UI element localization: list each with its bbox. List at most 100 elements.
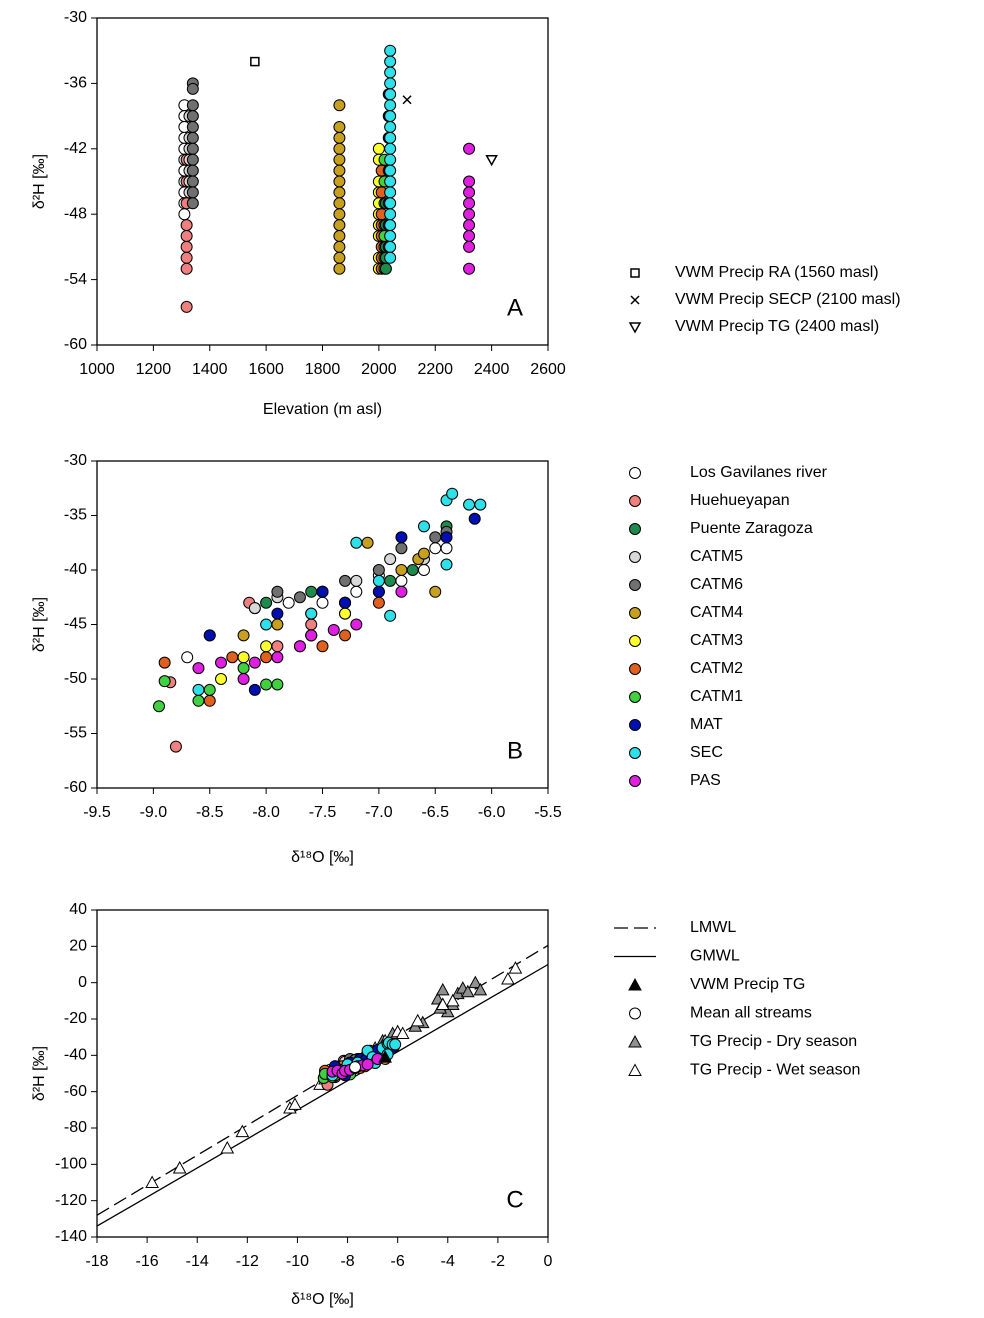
point <box>339 607 352 620</box>
point <box>293 640 306 653</box>
point <box>180 240 193 253</box>
x-axis-label: δ¹⁸O [‰] <box>291 849 354 866</box>
water-line <box>96 963 549 1227</box>
x-tick-label: 1600 <box>248 361 284 378</box>
y-tick-label: -45 <box>64 616 87 633</box>
point <box>333 186 346 199</box>
point <box>192 694 205 707</box>
point <box>384 197 397 210</box>
y-tick-label: 20 <box>69 938 87 955</box>
point <box>250 56 260 67</box>
point <box>463 230 476 242</box>
point <box>203 694 216 707</box>
y-tick-label: -20 <box>64 1010 87 1027</box>
point <box>158 656 171 669</box>
x-tick-label: -9.5 <box>83 804 111 821</box>
x-tick-label: -6 <box>391 1253 405 1270</box>
point <box>463 175 476 188</box>
legend-marker <box>630 268 640 278</box>
legend-label: VWM Precip TG <box>690 976 805 993</box>
legend-marker <box>628 1034 642 1048</box>
point <box>192 662 205 675</box>
y-tick-label: -50 <box>64 670 87 687</box>
point <box>186 99 199 112</box>
x-tick-label: -7.5 <box>309 804 337 821</box>
point <box>389 1038 402 1051</box>
y-tick-label: -36 <box>64 75 87 92</box>
point <box>446 487 459 500</box>
point <box>186 110 199 123</box>
x-axis-label: δ¹⁸O [‰] <box>291 1291 354 1308</box>
legend-marker <box>629 579 641 591</box>
point <box>429 585 442 598</box>
point <box>271 651 284 664</box>
point <box>180 300 193 313</box>
point <box>260 618 273 631</box>
point <box>440 531 453 544</box>
point <box>333 262 346 275</box>
legend-label: VWM Precip SECP (2100 masl) <box>675 291 901 308</box>
x-tick-label: -6.5 <box>421 804 449 821</box>
point <box>384 186 397 199</box>
y-axis-label: δ²H [‰] <box>31 154 48 209</box>
point <box>463 498 476 511</box>
point <box>395 1026 410 1040</box>
point <box>333 153 346 166</box>
x-tick-label: -8.5 <box>196 804 224 821</box>
point <box>384 175 397 188</box>
point <box>473 982 488 996</box>
point <box>508 961 523 974</box>
point <box>463 262 476 275</box>
point <box>305 629 318 642</box>
point <box>316 640 329 653</box>
legend-label: CATM6 <box>690 576 743 593</box>
point <box>293 591 306 604</box>
x-tick-label: 1000 <box>79 361 115 378</box>
legend-label: TG Precip - Dry season <box>690 1033 857 1050</box>
panel-label: A <box>507 294 523 321</box>
point <box>248 656 261 669</box>
point <box>384 88 397 101</box>
x-tick-label: -9.0 <box>140 804 168 821</box>
legend-marker <box>628 1063 642 1076</box>
point <box>384 553 397 566</box>
x-tick-label: 2600 <box>530 361 566 378</box>
x-tick-label: 2000 <box>361 361 397 378</box>
legend-label: GMWL <box>690 948 740 965</box>
point <box>260 678 273 691</box>
point <box>384 609 397 622</box>
point <box>384 240 397 253</box>
point <box>333 240 346 253</box>
x-tick-label: -16 <box>136 1253 159 1270</box>
point <box>417 520 430 533</box>
point <box>350 574 363 587</box>
x-axis-label: Elevation (m asl) <box>263 401 382 418</box>
point <box>237 629 250 642</box>
point <box>186 131 199 144</box>
point <box>410 1013 425 1027</box>
point <box>181 651 194 664</box>
point <box>237 651 250 664</box>
x-tick-label: -5.5 <box>534 804 562 821</box>
point <box>468 975 483 989</box>
legend-label: CATM4 <box>690 604 743 621</box>
x-tick-label: 0 <box>544 1253 553 1270</box>
y-tick-label: -42 <box>64 140 87 157</box>
x-tick-label: -4 <box>441 1253 455 1270</box>
point <box>203 683 216 696</box>
y-tick-label: -140 <box>55 1228 87 1245</box>
point <box>333 175 346 188</box>
y-tick-label: 40 <box>69 901 87 918</box>
point <box>384 66 397 79</box>
legend-marker <box>630 295 640 305</box>
point <box>445 993 460 1007</box>
point <box>145 1175 159 1188</box>
point <box>248 683 261 696</box>
point <box>305 618 318 631</box>
point <box>463 219 476 232</box>
y-tick-label: -30 <box>64 9 87 26</box>
legend-marker <box>629 691 641 703</box>
point <box>271 585 284 598</box>
y-tick-label: -30 <box>64 452 87 469</box>
